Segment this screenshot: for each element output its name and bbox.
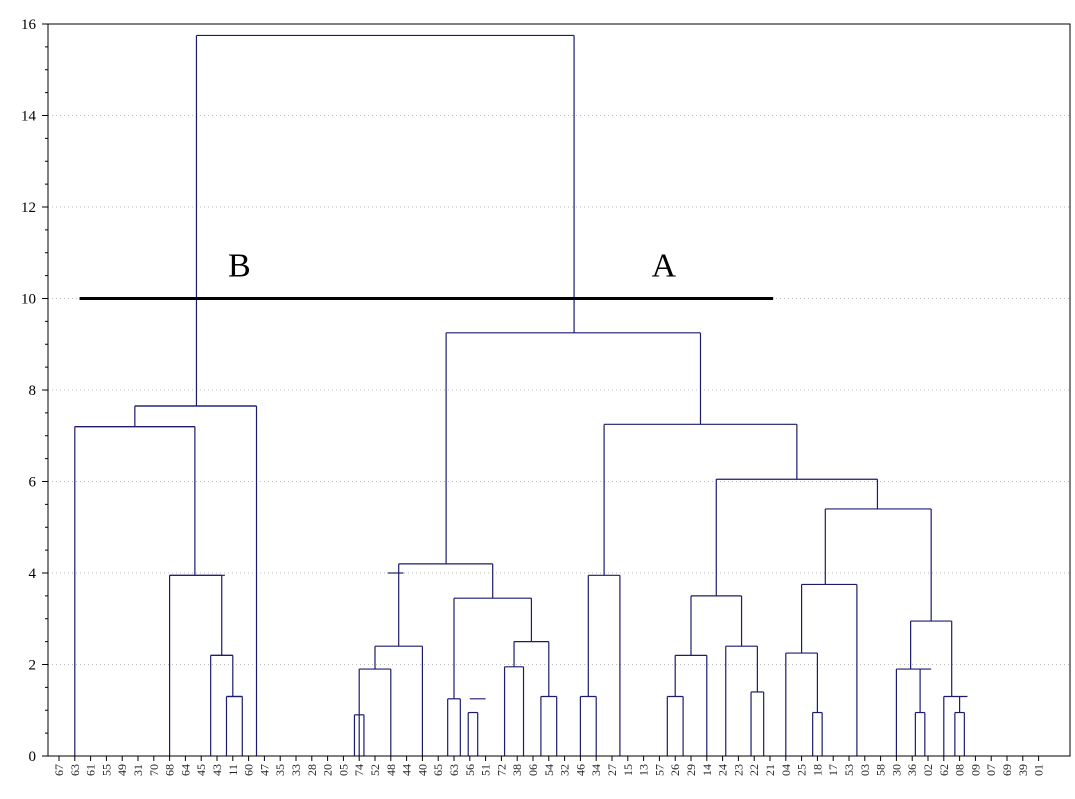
leaf-label: 63 bbox=[68, 764, 82, 776]
leaf-label: 33 bbox=[289, 764, 303, 776]
leaf-label: 32 bbox=[558, 764, 572, 776]
gridlines bbox=[48, 115, 1070, 665]
leaf-label: 46 bbox=[573, 764, 587, 776]
dendrogram-links bbox=[74, 34, 968, 756]
leaf-label: 02 bbox=[921, 764, 935, 776]
leaf-label: 21 bbox=[763, 764, 777, 776]
leaf-label: 61 bbox=[84, 764, 98, 776]
leaf-label: 47 bbox=[257, 764, 271, 776]
leaf-label: 56 bbox=[463, 764, 477, 776]
y-tick-label: 8 bbox=[29, 383, 37, 399]
y-tick-label: 4 bbox=[29, 566, 37, 582]
leaf-label: 09 bbox=[968, 764, 982, 776]
y-tick-label: 10 bbox=[21, 292, 36, 308]
leaf-label: 30 bbox=[889, 764, 903, 776]
leaf-label: 54 bbox=[542, 764, 556, 776]
leaf-label: 45 bbox=[194, 764, 208, 776]
leaf-label: 72 bbox=[494, 764, 508, 776]
leaf-label: 67 bbox=[52, 764, 66, 776]
leaf-label: 63 bbox=[447, 764, 461, 776]
leaf-label: 22 bbox=[747, 764, 761, 776]
leaf-label: 07 bbox=[984, 764, 998, 776]
leaf-label: 06 bbox=[526, 764, 540, 776]
leaf-label: 52 bbox=[368, 764, 382, 776]
leaf-label: 62 bbox=[937, 764, 951, 776]
leaf-label: 53 bbox=[842, 764, 856, 776]
cluster-label: A bbox=[652, 248, 677, 285]
leaf-label: 35 bbox=[273, 764, 287, 776]
y-tick-label: 12 bbox=[21, 200, 36, 216]
leaf-label: 11 bbox=[226, 764, 240, 776]
leaf-label: 43 bbox=[210, 764, 224, 776]
leaf-label: 04 bbox=[779, 764, 793, 776]
leaf-label: 38 bbox=[510, 764, 524, 776]
leaf-label: 49 bbox=[115, 764, 129, 776]
leaf-label: 24 bbox=[716, 764, 730, 776]
leaf-label: 03 bbox=[858, 764, 872, 776]
leaf-label: 31 bbox=[131, 764, 145, 776]
leaf-label: 64 bbox=[178, 764, 192, 776]
leaf-label: 39 bbox=[1016, 764, 1030, 776]
y-tick-label: 6 bbox=[29, 475, 37, 491]
y-axis: 0 2 4 6 8 10 12 14 16 bbox=[21, 17, 48, 765]
leaf-label: 01 bbox=[1032, 764, 1046, 776]
leaf-label: 36 bbox=[905, 764, 919, 776]
leaf-label: 65 bbox=[431, 764, 445, 776]
leaf-label: 29 bbox=[684, 764, 698, 776]
y-tick-label: 16 bbox=[21, 17, 37, 33]
leaf-label: 25 bbox=[795, 764, 809, 776]
leaf-label: 40 bbox=[415, 764, 429, 776]
leaf-label: 20 bbox=[321, 764, 335, 776]
leaf-label: 44 bbox=[400, 764, 414, 776]
leaf-label: 15 bbox=[621, 764, 635, 776]
leaf-label: 69 bbox=[1000, 764, 1014, 776]
leaf-label: 18 bbox=[810, 764, 824, 776]
leaf-label: 60 bbox=[242, 764, 256, 776]
leaf-label: 48 bbox=[384, 764, 398, 776]
leaf-label: 74 bbox=[352, 764, 366, 776]
leaf-label: 51 bbox=[479, 764, 493, 776]
leaf-label: 58 bbox=[874, 764, 888, 776]
leaf-label: 34 bbox=[589, 764, 603, 776]
leaf-label: 28 bbox=[305, 764, 319, 776]
leaf-label: 68 bbox=[163, 764, 177, 776]
leaf-label: 27 bbox=[605, 764, 619, 776]
y-tick-label: 14 bbox=[21, 109, 37, 125]
leaf-label: 23 bbox=[731, 764, 745, 776]
leaf-label: 13 bbox=[637, 764, 651, 776]
leaf-label: 57 bbox=[652, 764, 666, 776]
y-tick-label: 2 bbox=[29, 658, 37, 674]
y-tick-label: 0 bbox=[29, 749, 37, 765]
leaf-label: 08 bbox=[953, 764, 967, 776]
leaf-label: 55 bbox=[99, 764, 113, 776]
leaf-label: 05 bbox=[336, 764, 350, 776]
leaf-label: 17 bbox=[826, 764, 840, 776]
leaf-label: 14 bbox=[700, 764, 714, 776]
leaf-label: 70 bbox=[147, 764, 161, 776]
x-axis: 67 63 61 55 49 31 70 68 64 45 43 11 60 47 35 33 28 20 05 74… bbox=[52, 756, 1046, 776]
cluster-label: B bbox=[228, 248, 251, 285]
leaf-label: 26 bbox=[668, 764, 682, 776]
